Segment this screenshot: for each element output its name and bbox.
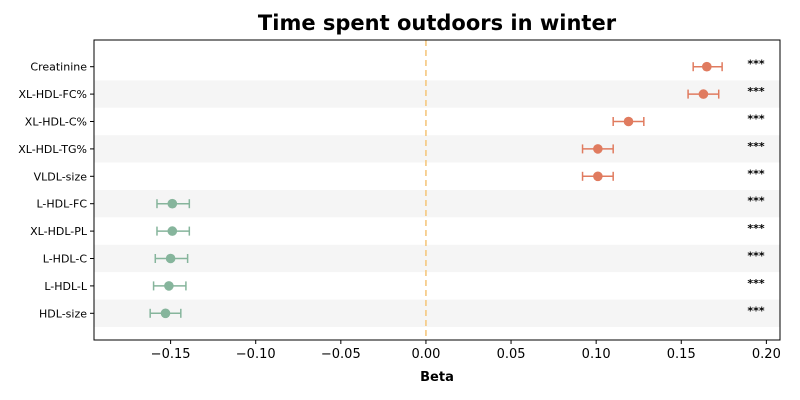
x-tick-label: 0.20 xyxy=(752,347,781,362)
row-band xyxy=(94,299,780,327)
row-band xyxy=(94,53,780,81)
x-tick-label: 0.15 xyxy=(667,347,696,362)
data-point xyxy=(160,308,171,319)
y-tick-label: L-HDL-FC xyxy=(36,198,87,211)
row-band xyxy=(94,80,780,108)
row-band xyxy=(94,162,780,190)
significance-labels: *** *** *** *** *** *** *** *** *** *** xyxy=(747,58,765,318)
data-point xyxy=(167,226,178,236)
data-point xyxy=(698,89,709,99)
data-point xyxy=(593,171,603,182)
significance-label: *** xyxy=(747,58,765,71)
data-marks xyxy=(149,61,723,319)
x-tick-label: 0.10 xyxy=(582,347,611,362)
significance-label: *** xyxy=(747,113,765,126)
significance-label: *** xyxy=(747,304,765,317)
y-tick-label: L-HDL-C xyxy=(43,253,88,266)
significance-label: *** xyxy=(747,195,765,208)
row-band xyxy=(94,135,780,163)
row-band xyxy=(94,244,780,273)
row-band xyxy=(94,190,780,218)
y-tick-label: XL-HDL-TG% xyxy=(18,143,87,156)
y-axis: Creatinine XL-HDL-FC% XL-HDL-C% XL-HDL-TG% V… xyxy=(18,61,94,320)
data-point xyxy=(165,253,176,264)
row-band xyxy=(94,272,780,300)
row-band xyxy=(94,107,780,136)
y-tick-label: XL-HDL-FC% xyxy=(18,88,87,101)
significance-label: *** xyxy=(747,222,765,235)
x-tick-label: −0.10 xyxy=(236,347,276,362)
data-point xyxy=(593,144,603,154)
y-tick-label: VLDL-size xyxy=(34,170,88,183)
x-tick-label: −0.15 xyxy=(151,347,191,362)
row-bands xyxy=(94,53,780,327)
y-tick-label: XL-HDL-PL xyxy=(30,225,88,238)
plot-frame xyxy=(93,39,781,341)
significance-label: *** xyxy=(747,277,765,290)
y-tick-label: XL-HDL-C% xyxy=(25,116,87,129)
y-tick-label: Creatinine xyxy=(30,61,87,74)
x-tick-label: 0.05 xyxy=(497,347,526,362)
data-point xyxy=(167,198,178,209)
row-band xyxy=(94,217,780,245)
x-axis-label: Beta xyxy=(420,370,454,385)
significance-label: *** xyxy=(747,167,765,180)
chart-title: Time spent outdoors in winter xyxy=(258,11,617,35)
data-point xyxy=(623,116,634,127)
significance-label: *** xyxy=(747,250,765,263)
data-point xyxy=(164,281,174,291)
significance-label: *** xyxy=(747,140,765,153)
x-tick-label: −0.05 xyxy=(321,347,361,362)
data-point xyxy=(702,61,712,72)
x-axis: −0.15 −0.10 −0.05 0.00 0.05 0.10 0.15 0.20 xyxy=(151,340,781,362)
y-tick-label: HDL-size xyxy=(39,307,87,320)
y-tick-label: L-HDL-L xyxy=(44,280,88,293)
x-tick-label: 0.00 xyxy=(411,347,440,362)
significance-label: *** xyxy=(747,85,765,98)
